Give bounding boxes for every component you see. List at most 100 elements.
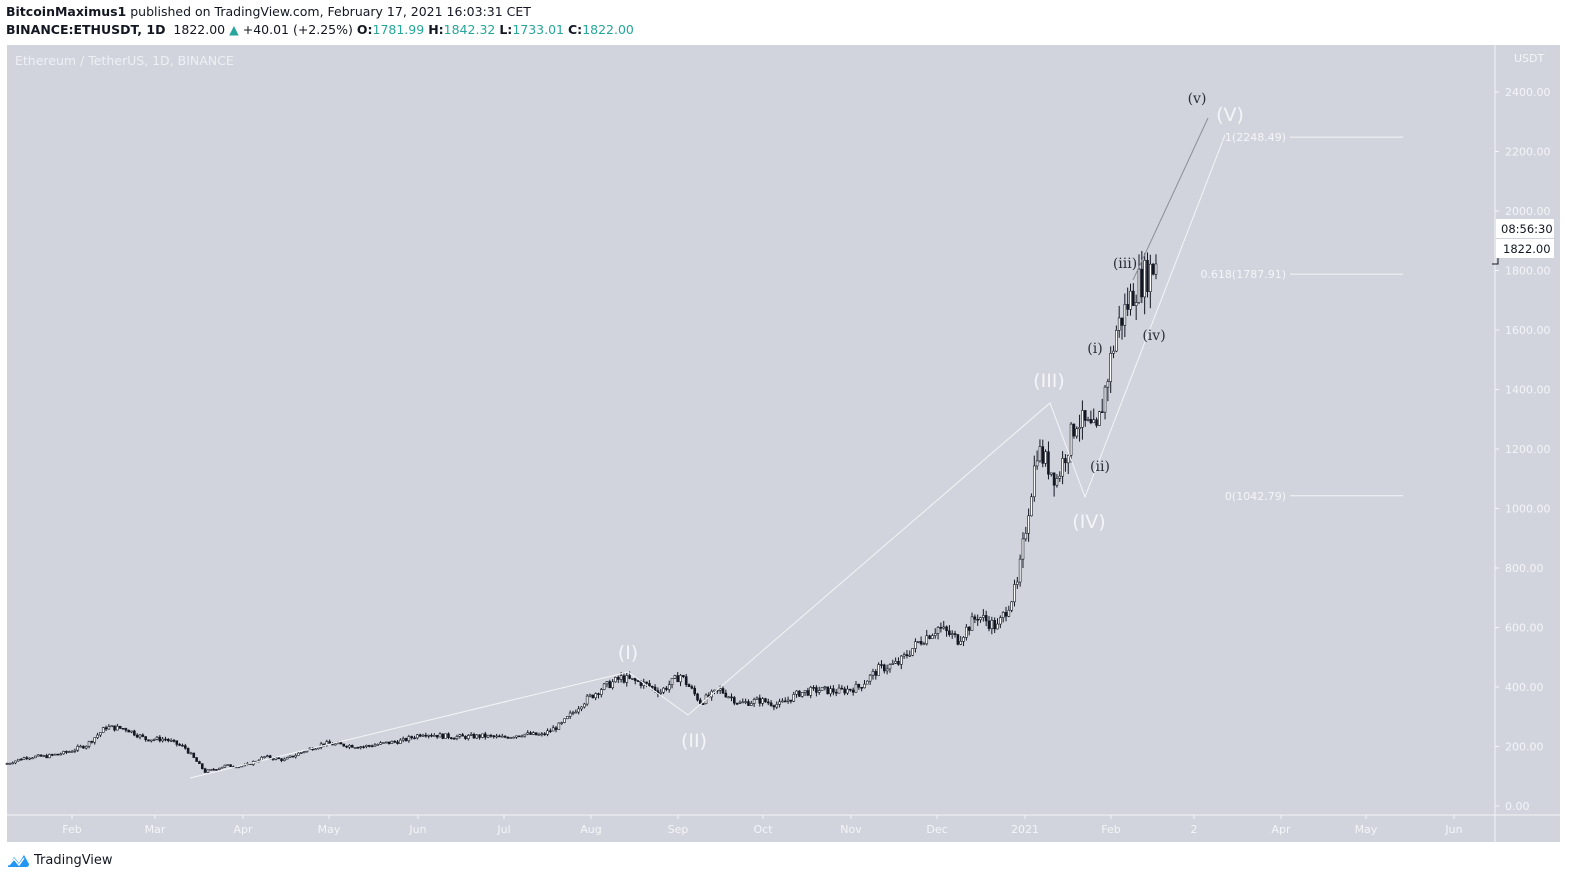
candle-up[interactable]	[594, 693, 597, 699]
candle-up[interactable]	[1018, 558, 1022, 583]
candle-up[interactable]	[718, 688, 722, 691]
candle-up[interactable]	[438, 733, 442, 738]
candle-down[interactable]	[1047, 451, 1050, 475]
candle-up[interactable]	[266, 755, 269, 758]
candle-up[interactable]	[53, 753, 57, 756]
candle-up[interactable]	[130, 730, 133, 733]
candle-up[interactable]	[871, 671, 875, 676]
candle-up[interactable]	[314, 748, 317, 751]
candle-up[interactable]	[800, 692, 804, 697]
candle-up[interactable]	[959, 641, 963, 645]
candle-down[interactable]	[758, 697, 762, 704]
candle-up[interactable]	[1001, 612, 1005, 618]
candle-up[interactable]	[1021, 538, 1025, 560]
candle-down[interactable]	[141, 734, 145, 737]
candle-down[interactable]	[418, 734, 422, 737]
candle-up[interactable]	[846, 688, 849, 694]
candle-up[interactable]	[283, 758, 286, 761]
candle-down[interactable]	[25, 757, 29, 759]
candle-up[interactable]	[563, 718, 566, 723]
candle-down[interactable]	[147, 739, 150, 742]
candle-down[interactable]	[483, 733, 487, 738]
candle-up[interactable]	[1007, 609, 1011, 617]
candle-up[interactable]	[458, 734, 462, 737]
candle-up[interactable]	[376, 744, 380, 746]
candle-down[interactable]	[113, 725, 116, 731]
candle-up[interactable]	[1030, 496, 1033, 517]
candle-down[interactable]	[158, 736, 162, 742]
candle-down[interactable]	[735, 702, 739, 705]
candle-up[interactable]	[333, 743, 337, 746]
candle-up[interactable]	[911, 648, 914, 656]
candle-down[interactable]	[897, 661, 900, 665]
candle-down[interactable]	[840, 687, 844, 690]
candle-up[interactable]	[444, 733, 447, 739]
candle-up[interactable]	[1044, 451, 1047, 464]
candle-up[interactable]	[1078, 427, 1081, 430]
candle-down[interactable]	[178, 744, 181, 746]
candle-up[interactable]	[577, 708, 580, 713]
candle-up[interactable]	[217, 767, 221, 770]
candle-up[interactable]	[1086, 419, 1090, 421]
candle-down[interactable]	[181, 744, 184, 747]
candle-up[interactable]	[670, 678, 674, 686]
candle-down[interactable]	[212, 768, 215, 771]
candle-down[interactable]	[350, 744, 354, 748]
candle-down[interactable]	[812, 687, 815, 689]
candle-down[interactable]	[832, 688, 835, 693]
candle-down[interactable]	[410, 736, 413, 739]
candle-up[interactable]	[532, 732, 535, 735]
candle-down[interactable]	[665, 687, 668, 690]
candle-up[interactable]	[894, 661, 897, 664]
candle-up[interactable]	[455, 736, 459, 739]
candle-up[interactable]	[667, 684, 671, 690]
candle-up[interactable]	[427, 734, 430, 737]
candle-up[interactable]	[93, 737, 97, 743]
candle-up[interactable]	[475, 734, 479, 739]
candle-up[interactable]	[854, 683, 858, 693]
candle-up[interactable]	[1137, 268, 1141, 303]
candle-down[interactable]	[650, 686, 654, 688]
candle-down[interactable]	[953, 633, 957, 635]
candle-up[interactable]	[1035, 460, 1039, 467]
candle-up[interactable]	[902, 654, 906, 657]
candle-down[interactable]	[1072, 423, 1076, 437]
candle-down[interactable]	[447, 733, 450, 738]
candle-down[interactable]	[701, 703, 705, 705]
candle-up[interactable]	[631, 678, 634, 680]
candle-up[interactable]	[138, 734, 142, 738]
candle-up[interactable]	[348, 744, 351, 748]
candle-up[interactable]	[263, 756, 266, 758]
candle-down[interactable]	[1132, 290, 1135, 306]
candle-down[interactable]	[167, 738, 170, 742]
candle-down[interactable]	[608, 681, 612, 689]
wave-lines[interactable]	[189, 117, 1226, 779]
candle-up[interactable]	[662, 687, 665, 693]
candle-down[interactable]	[56, 753, 60, 756]
candle-down[interactable]	[291, 755, 295, 758]
candle-up[interactable]	[297, 752, 300, 756]
candle-down[interactable]	[919, 641, 923, 645]
candle-down[interactable]	[506, 736, 510, 739]
candle-up[interactable]	[537, 734, 541, 736]
candle-down[interactable]	[1064, 458, 1067, 464]
candle-down[interactable]	[450, 737, 453, 739]
candle-up[interactable]	[107, 726, 111, 730]
candle-up[interactable]	[970, 616, 974, 631]
candle-down[interactable]	[1100, 411, 1104, 413]
candle-down[interactable]	[849, 688, 852, 691]
candle-down[interactable]	[945, 626, 948, 632]
candle-down[interactable]	[766, 701, 770, 704]
candle-up[interactable]	[803, 690, 807, 693]
candle-up[interactable]	[1010, 601, 1013, 611]
candle-down[interactable]	[367, 745, 371, 747]
candle-up[interactable]	[1129, 290, 1132, 310]
candle-up[interactable]	[781, 700, 784, 703]
candle-up[interactable]	[979, 617, 982, 621]
candle-up[interactable]	[936, 627, 940, 634]
candle-up[interactable]	[220, 766, 224, 769]
candle-up[interactable]	[70, 751, 74, 753]
candle-down[interactable]	[322, 743, 326, 746]
candle-down[interactable]	[648, 683, 651, 687]
candle-down[interactable]	[1120, 317, 1124, 326]
